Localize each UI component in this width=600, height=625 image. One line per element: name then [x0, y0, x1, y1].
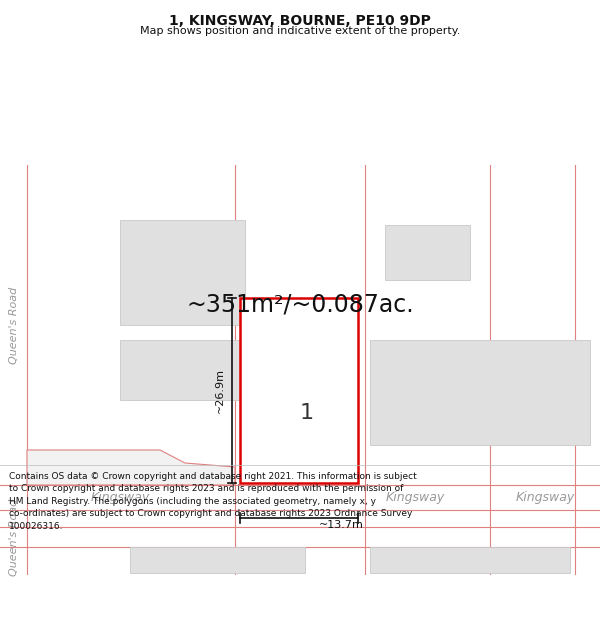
Text: ~26.9m: ~26.9m — [215, 368, 225, 413]
Bar — [248, 392, 358, 467]
Bar — [370, 547, 570, 573]
Text: ~351m²/~0.087ac.: ~351m²/~0.087ac. — [186, 293, 414, 317]
Text: Queen's Road: Queen's Road — [9, 286, 19, 364]
Text: Kingsway: Kingsway — [91, 491, 149, 504]
Bar — [0, 527, 600, 547]
Text: ~13.7m: ~13.7m — [319, 520, 364, 530]
Bar — [0, 485, 600, 510]
Text: Kingsway: Kingsway — [385, 491, 445, 504]
Bar — [240, 298, 358, 483]
Bar — [120, 220, 245, 325]
Text: 1, KINGSWAY, BOURNE, PE10 9DP: 1, KINGSWAY, BOURNE, PE10 9DP — [169, 14, 431, 28]
Text: Map shows position and indicative extent of the property.: Map shows position and indicative extent… — [140, 26, 460, 36]
Text: Contains OS data © Crown copyright and database right 2021. This information is : Contains OS data © Crown copyright and d… — [9, 472, 417, 531]
Text: 1: 1 — [300, 402, 314, 422]
Polygon shape — [27, 450, 235, 485]
Text: Queen's Road: Queen's Road — [9, 498, 19, 576]
Bar — [385, 225, 470, 280]
Bar — [130, 547, 305, 573]
Text: Kingsway: Kingsway — [515, 491, 575, 504]
Bar — [370, 340, 590, 445]
Bar — [120, 340, 245, 400]
